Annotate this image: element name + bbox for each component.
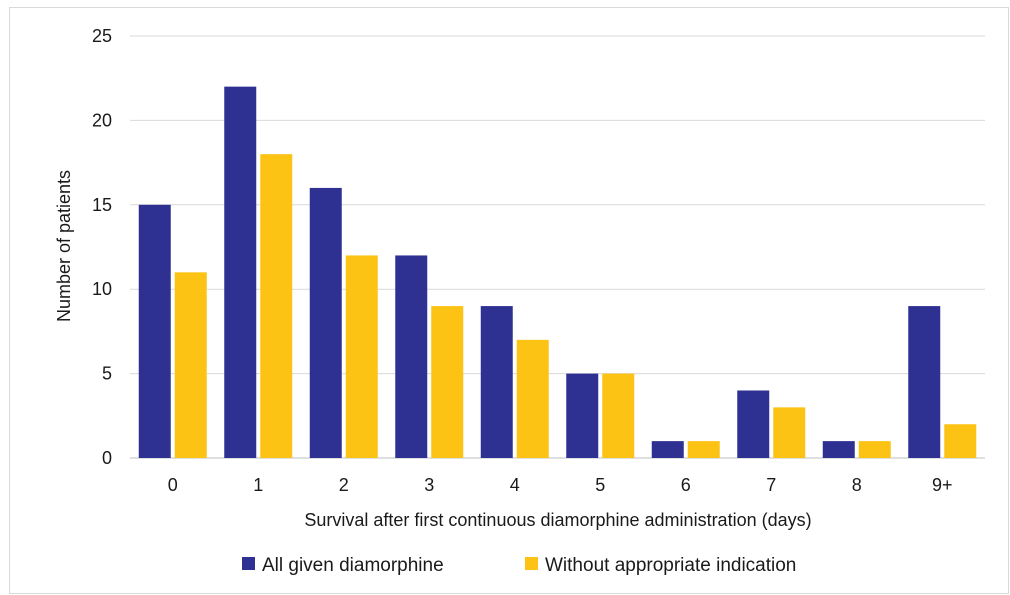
x-axis-title: Survival after first continuous diamorph… <box>304 510 811 530</box>
bar-without-indication-3 <box>431 306 464 458</box>
bar-without-indication-7 <box>773 407 806 458</box>
bar-without-indication-0 <box>174 272 207 458</box>
bars <box>138 86 977 459</box>
bar-all-given-7 <box>737 390 770 458</box>
y-tick-label: 20 <box>92 110 112 130</box>
x-tick-label: 1 <box>253 475 263 495</box>
x-tick-label: 9+ <box>932 475 953 495</box>
bar-all-given-5 <box>566 373 599 458</box>
y-tick-label: 25 <box>92 26 112 46</box>
bar-without-indication-6 <box>687 441 720 458</box>
bar-without-indication-4 <box>516 339 549 458</box>
x-tick-label: 8 <box>852 475 862 495</box>
x-tick-label: 0 <box>168 475 178 495</box>
bar-all-given-2 <box>309 187 342 459</box>
bar-all-given-4 <box>480 306 513 458</box>
gridlines <box>130 35 985 459</box>
bar-all-given-6 <box>651 441 684 458</box>
bar-without-indication-8 <box>858 441 891 458</box>
x-tick-label: 6 <box>681 475 691 495</box>
legend-label-without-indication: Without appropriate indication <box>545 555 796 576</box>
y-tick-label: 0 <box>102 448 112 468</box>
bar-without-indication-9+ <box>944 424 977 458</box>
legend-swatch-without-indication <box>525 557 538 570</box>
legend: All given diamorphine Without appropriat… <box>242 555 796 576</box>
x-tick-label: 5 <box>595 475 605 495</box>
y-tick-label: 5 <box>102 364 112 384</box>
x-tick-label: 2 <box>339 475 349 495</box>
bar-all-given-0 <box>138 204 171 458</box>
x-tick-label: 4 <box>510 475 520 495</box>
legend-swatch-all-given <box>242 557 255 570</box>
bar-without-indication-2 <box>345 255 378 458</box>
y-axis-ticks: 0 5 10 15 20 25 <box>92 26 112 468</box>
y-tick-label: 10 <box>92 279 112 299</box>
x-tick-label: 7 <box>766 475 776 495</box>
x-axis-ticks: 0 1 2 3 4 5 6 7 8 9+ <box>168 475 953 495</box>
bar-all-given-3 <box>395 255 428 458</box>
bar-all-given-8 <box>822 441 855 458</box>
legend-label-all-given: All given diamorphine <box>262 555 444 576</box>
bar-all-given-1 <box>224 86 257 458</box>
bar-without-indication-5 <box>602 373 635 458</box>
y-axis-title: Number of patients <box>54 170 74 322</box>
x-tick-label: 3 <box>424 475 434 495</box>
bar-without-indication-1 <box>260 154 293 458</box>
y-tick-label: 15 <box>92 195 112 215</box>
bar-all-given-9+ <box>908 306 941 458</box>
